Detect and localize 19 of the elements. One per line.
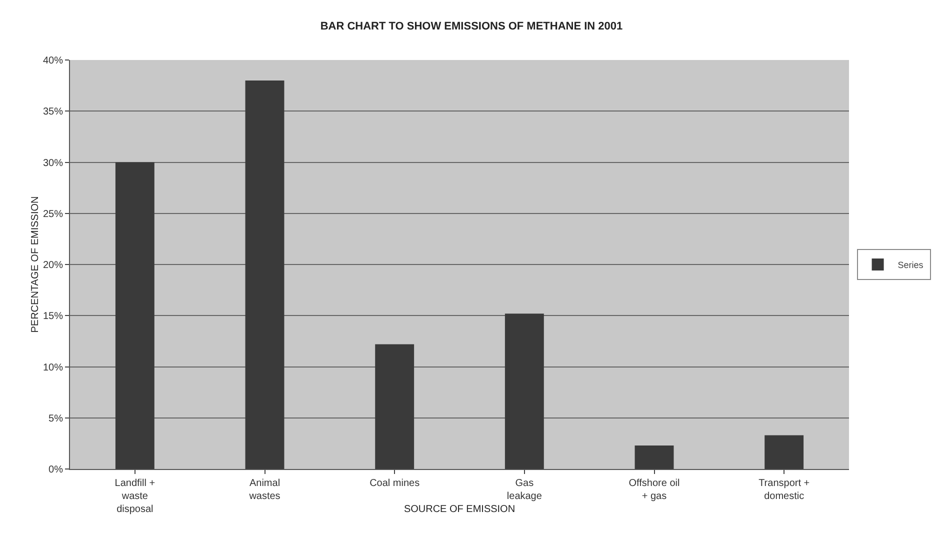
legend-label: Series <box>898 260 924 270</box>
x-tick-label: Gas leakage <box>506 478 542 502</box>
x-tick-label: Landfill + waste disposal <box>114 478 156 515</box>
y-tick-label: 10% <box>42 362 64 374</box>
y-tick-label: 20% <box>42 260 64 271</box>
y-tick-label: 0% <box>48 464 64 476</box>
x-tick-label: Offshore oil + gas <box>628 478 680 502</box>
y-tick-label: 40% <box>42 56 64 66</box>
y-axis-title: PERCENTAGE OF EMISSION <box>30 196 41 333</box>
x-tick-label: Transport + domestic <box>758 478 810 502</box>
x-axis-title: SOURCE OF EMISSION <box>404 504 516 515</box>
y-tick-label: 25% <box>42 208 64 220</box>
x-tick-label: Animal wastes <box>248 478 280 502</box>
y-tick-label: 5% <box>48 413 64 424</box>
y-tick-label: 15% <box>42 311 64 322</box>
y-tick-label: 35% <box>42 106 64 118</box>
y-tick-label: 30% <box>42 158 64 169</box>
chart-title: BAR CHART TO SHOW EMISSIONS OF METHANE IN 2001 <box>320 20 623 33</box>
x-tick-label: Coal mines <box>370 478 420 489</box>
